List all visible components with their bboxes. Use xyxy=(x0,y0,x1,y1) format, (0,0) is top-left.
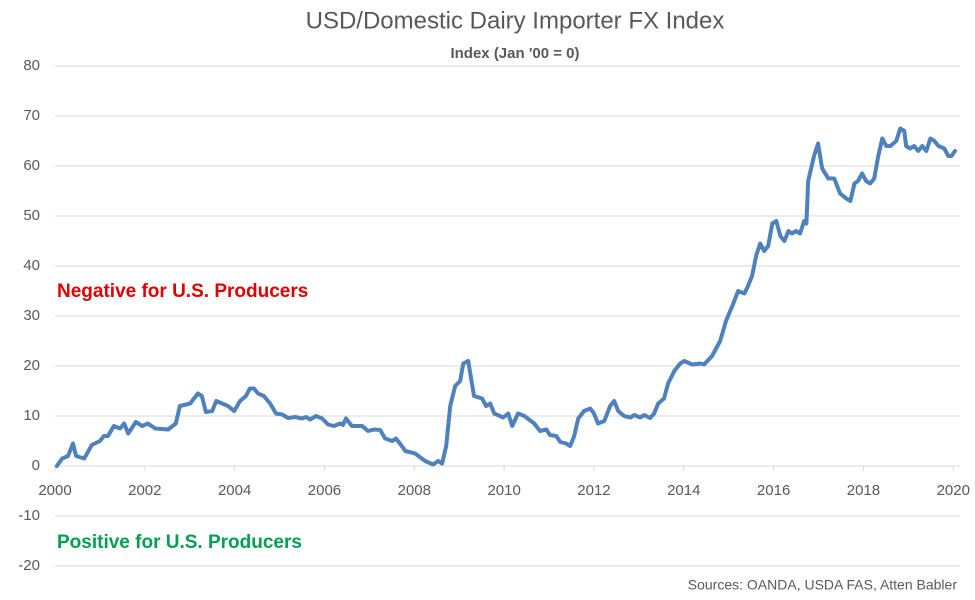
y-tick-label: 50 xyxy=(23,207,40,224)
annotation: Positive for U.S. Producers xyxy=(57,532,302,553)
source-note: Sources: OANDA, USDA FAS, Atten Babler xyxy=(688,577,958,593)
x-tick-label: 2000 xyxy=(38,482,71,499)
y-tick-label: -20 xyxy=(18,557,40,574)
y-tick-label: 20 xyxy=(23,357,40,374)
x-tick-label: 2004 xyxy=(218,482,251,499)
y-tick-label: 30 xyxy=(23,307,40,324)
chart-subtitle: Index (Jan '00 = 0) xyxy=(450,45,579,62)
x-tick-label: 2010 xyxy=(487,482,520,499)
y-tick-label: 10 xyxy=(23,407,40,424)
y-tick-label: 80 xyxy=(23,57,40,74)
x-tick-label: 2018 xyxy=(847,482,880,499)
x-tick-label: 2002 xyxy=(128,482,161,499)
chart-title: USD/Domestic Dairy Importer FX Index xyxy=(306,7,725,34)
x-tick-label: 2020 xyxy=(937,482,970,499)
data-line xyxy=(54,126,958,468)
y-tick-label: 60 xyxy=(23,157,40,174)
x-tick-label: 2016 xyxy=(757,482,790,499)
y-tick-label: 70 xyxy=(23,107,40,124)
y-tick-label: 0 xyxy=(32,457,40,474)
x-tick-label: 2012 xyxy=(577,482,610,499)
annotation: Negative for U.S. Producers xyxy=(57,281,308,302)
y-tick-label: 40 xyxy=(23,257,40,274)
x-tick-label: 2014 xyxy=(667,482,700,499)
x-tick-label: 2006 xyxy=(308,482,341,499)
y-tick-label: -10 xyxy=(18,507,40,524)
x-tick-label: 2008 xyxy=(398,482,431,499)
